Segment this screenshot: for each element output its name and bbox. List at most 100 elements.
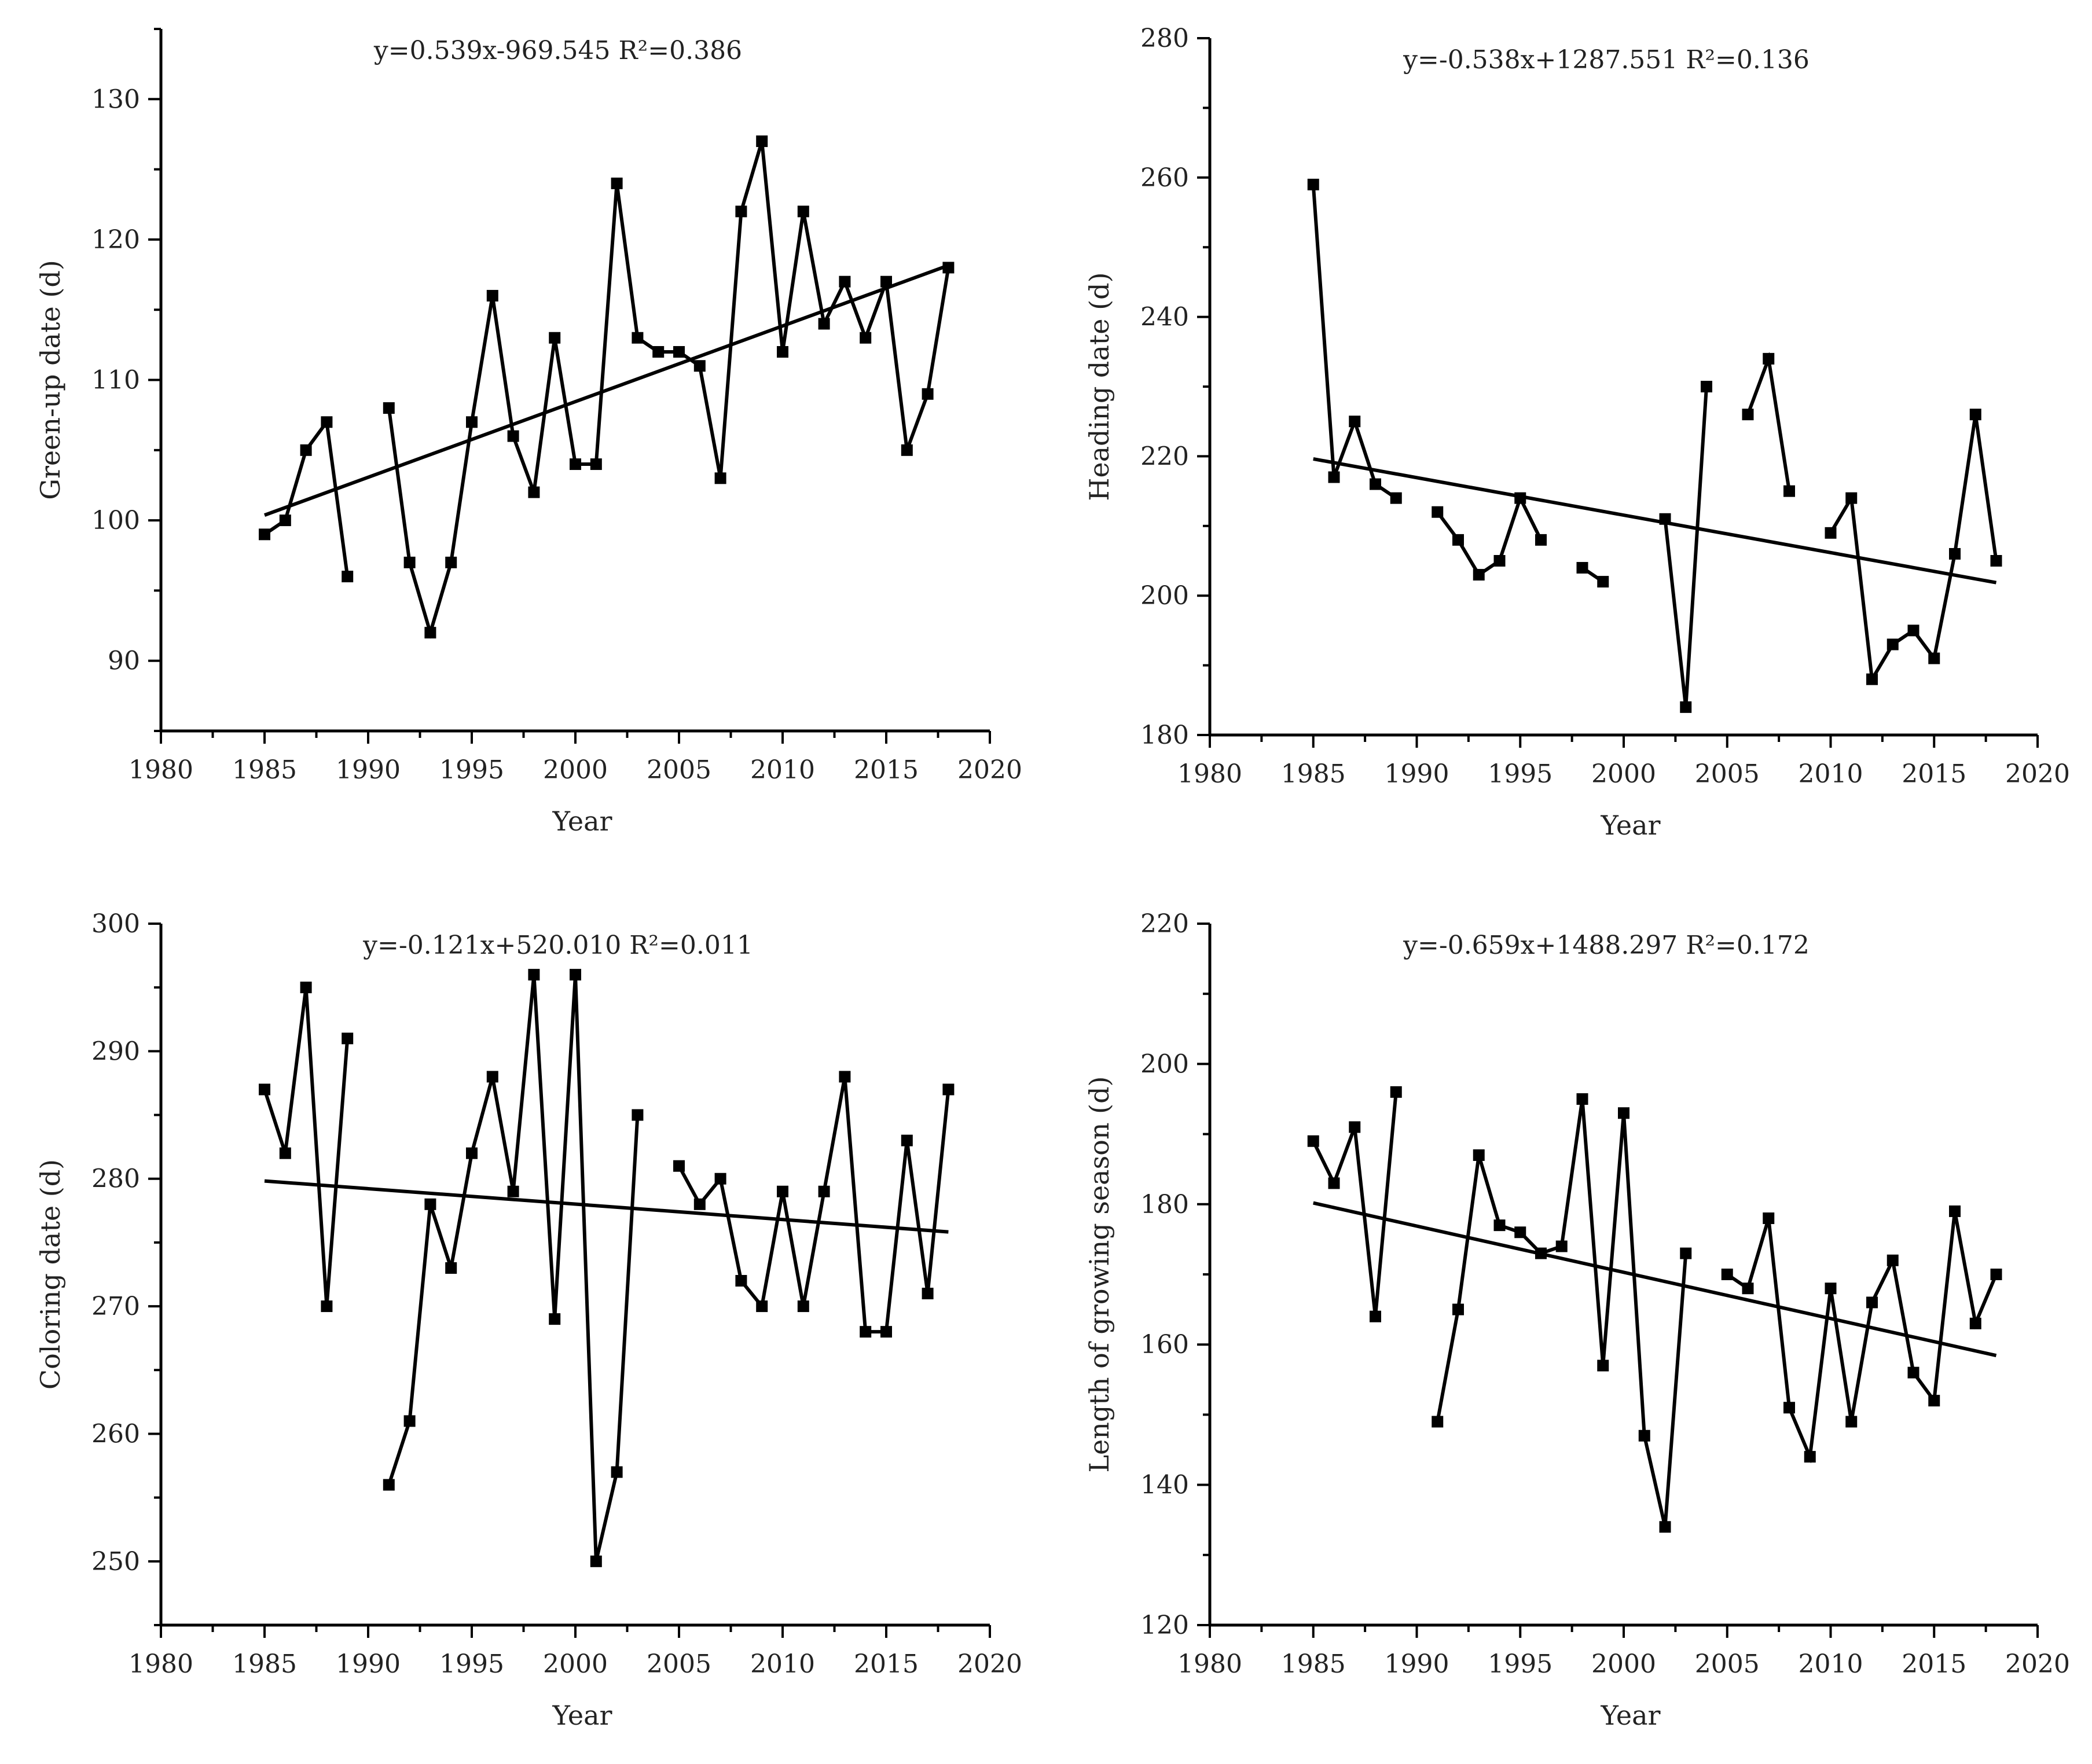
series-line-segment <box>1311 184 1397 500</box>
data-point <box>777 346 788 358</box>
x-tick-label: 1990 <box>1385 759 1449 789</box>
y-tick-label: 180 <box>1140 721 1189 750</box>
y-tick-label: 110 <box>91 366 140 395</box>
data-point <box>1825 1282 1837 1295</box>
data-point <box>1969 409 1981 421</box>
data-point <box>1370 478 1381 490</box>
x-tick-label: 1980 <box>129 755 193 785</box>
data-point <box>342 571 354 583</box>
data-point <box>1349 1121 1361 1133</box>
data-point <box>756 1300 768 1313</box>
x-tick-label: 1995 <box>439 755 504 785</box>
y-tick-label: 120 <box>1140 1611 1189 1640</box>
y-tick-label: 140 <box>1140 1471 1189 1500</box>
x-axis-title: Year <box>552 806 612 837</box>
x-tick-label: 1985 <box>232 1649 297 1679</box>
chart-panel-4: 1980 1985 1990 1995 2000 2005 2010 2015 2020 120 1… <box>1084 909 2070 1731</box>
x-tick-label: 2020 <box>957 1649 1022 1679</box>
data-point <box>1783 1402 1795 1414</box>
data-point <box>632 1109 644 1121</box>
data-point <box>1866 673 1878 685</box>
data-point <box>797 1300 809 1313</box>
data-point <box>1969 1317 1981 1329</box>
y-tick-label: 220 <box>1140 442 1189 471</box>
x-tick-label: 2000 <box>1591 759 1656 789</box>
data-point <box>300 444 312 456</box>
x-tick-label: 2010 <box>1799 1649 1863 1679</box>
x-tick-label: 1990 <box>336 1649 401 1679</box>
data-point <box>570 458 581 471</box>
data-point <box>1990 1269 2002 1280</box>
y-tick-label: 130 <box>91 84 140 114</box>
y-tick-label: 180 <box>1140 1190 1189 1219</box>
data-point <box>383 1479 395 1491</box>
y-tick-label: 90 <box>108 646 140 676</box>
data-point <box>1390 1086 1402 1098</box>
x-tick-label: 2005 <box>1695 759 1760 789</box>
data-point <box>1763 1212 1775 1225</box>
data-point <box>777 1185 788 1197</box>
y-tick-label: 260 <box>91 1419 140 1449</box>
trend-line <box>1313 1201 1997 1358</box>
y-tick-label: 280 <box>91 1164 140 1194</box>
y-axis-title: Length of growing season (d) <box>1084 1076 1115 1473</box>
data-point <box>403 1415 416 1427</box>
data-point <box>901 1134 913 1146</box>
data-point <box>818 1185 830 1197</box>
data-point <box>1887 638 1899 651</box>
data-point <box>1597 576 1609 588</box>
data-point <box>445 1262 457 1274</box>
data-point <box>590 1555 602 1567</box>
x-axis-title: Year <box>552 1700 612 1731</box>
data-point <box>1328 1177 1340 1189</box>
data-point <box>466 1147 478 1159</box>
y-axis-title: Coloring date (d) <box>35 1159 66 1390</box>
data-point <box>901 444 913 456</box>
data-point <box>279 1147 291 1159</box>
data-point <box>611 177 623 189</box>
data-point <box>486 1071 498 1083</box>
data-point <box>1432 506 1444 518</box>
data-point <box>1907 624 1919 637</box>
y-tick-label: 100 <box>91 506 140 535</box>
data-point <box>1887 1254 1899 1266</box>
data-point <box>1535 534 1547 546</box>
x-tick-label: 1980 <box>1177 1649 1242 1679</box>
y-tick-label: 250 <box>91 1547 140 1576</box>
y-axis-title: Heading date (d) <box>1084 272 1115 501</box>
data-point <box>1701 381 1712 392</box>
x-tick-label: 1980 <box>129 1649 193 1679</box>
data-point <box>1680 1247 1692 1259</box>
y-tick-label: 200 <box>1140 1049 1189 1079</box>
y-tick-label: 120 <box>91 225 140 255</box>
data-point <box>1659 1521 1671 1533</box>
x-tick-label: 2015 <box>1902 1649 1966 1679</box>
data-point <box>1763 352 1775 365</box>
x-tick-label: 1985 <box>1281 1649 1346 1679</box>
y-tick-label: 240 <box>1140 303 1189 332</box>
data-point <box>1866 1296 1878 1309</box>
chart-panel-3: 1980 1985 1990 1995 2000 2005 2010 2015 2020 250 2… <box>35 909 1022 1731</box>
x-tick-label: 2010 <box>750 755 815 785</box>
data-point <box>797 205 809 218</box>
data-point <box>486 289 498 302</box>
x-tick-label: 1985 <box>232 755 297 785</box>
data-point <box>1432 1416 1444 1428</box>
data-point <box>1452 534 1464 546</box>
regression-equation: y=-0.121x+520.010 R²=0.011 <box>362 931 753 960</box>
data-point <box>1928 652 1940 664</box>
chart-panel-1: 1980 1985 1990 1995 2000 2005 2010 2015 2020 90 10… <box>35 28 1022 837</box>
x-tick-label: 1995 <box>439 1649 504 1679</box>
x-tick-label: 2005 <box>647 755 711 785</box>
trend-line <box>1313 457 1997 585</box>
data-point <box>1742 1282 1754 1295</box>
data-point <box>1473 1149 1485 1161</box>
x-tick-label: 2020 <box>2005 759 2070 789</box>
data-point <box>839 1071 851 1083</box>
trend-line <box>263 263 949 517</box>
data-point <box>1452 1303 1464 1315</box>
series-line-segment <box>1829 414 1998 685</box>
data-point <box>507 430 519 442</box>
data-point <box>693 1198 706 1210</box>
data-point <box>1990 555 2002 567</box>
